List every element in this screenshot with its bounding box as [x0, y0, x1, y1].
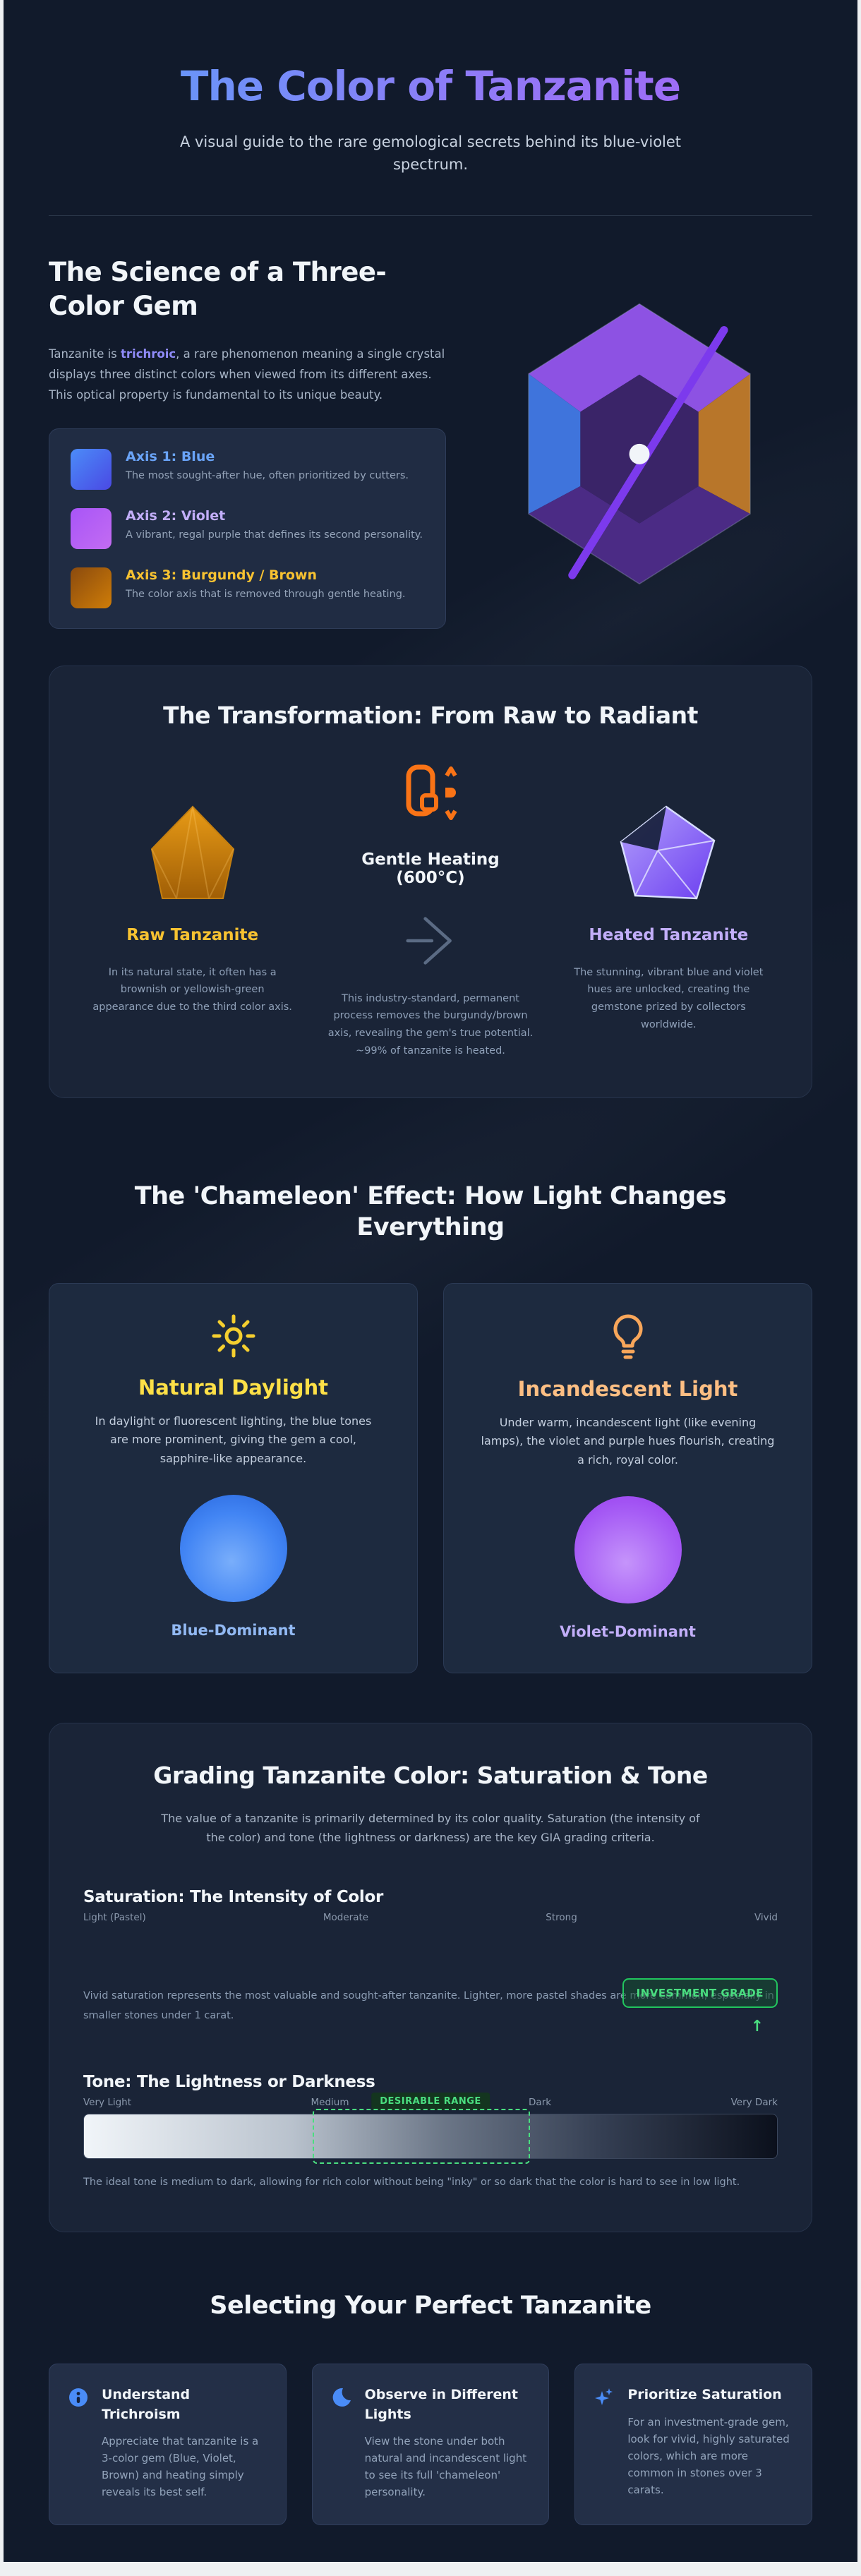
- blue-gem-sphere: [179, 1495, 287, 1603]
- dominance-label: Violet-Dominant: [560, 1623, 696, 1641]
- axis-desc: The most sought-after hue, often priorit…: [126, 469, 409, 481]
- grading-intro: The value of a tanzanite is primarily de…: [161, 1812, 700, 1845]
- infographic-page: The Color of Tanzanite A visual guide to…: [4, 0, 857, 2563]
- tip-card-saturation: Prioritize Saturation For an investment-…: [574, 2364, 812, 2526]
- trichroic-crystal-diagram: [528, 303, 752, 585]
- raw-crystal-icon: [150, 805, 234, 899]
- saturation-ticks: Light (Pastel) Moderate Strong Vivid: [83, 1912, 778, 1923]
- selecting-heading: Selecting Your Perfect Tanzanite: [210, 2292, 651, 2321]
- violet-swatch-icon: [71, 507, 112, 549]
- intro-suffix: , a rare phenomenon meaning a single cry…: [49, 347, 445, 402]
- dominance-label: Blue-Dominant: [171, 1622, 296, 1639]
- science-heading: The Science of a Three-Color Gem: [49, 257, 387, 322]
- right-arrow-icon: [406, 917, 452, 965]
- info-icon: [68, 2385, 90, 2411]
- saturation-caption: Vivid saturation represents the most val…: [83, 1990, 774, 2021]
- axis-row-burgundy: Axis 3: Burgundy / Brown The color axis …: [71, 567, 424, 608]
- tick-label: Vivid: [754, 1912, 778, 1924]
- tick-label: Very Dark: [730, 2096, 778, 2108]
- tone-gradient-bar: [83, 2108, 778, 2164]
- heated-title: Heated Tanzanite: [589, 925, 749, 944]
- chameleon-heading: The 'Chameleon' Effect: How Light Change…: [134, 1182, 727, 1242]
- tip-card-trichroism: Understand Trichroism Appreciate that ta…: [49, 2364, 287, 2526]
- axis-desc: The color axis that is removed through g…: [126, 588, 406, 600]
- tip-card-lights: Observe in Different Lights View the sto…: [311, 2364, 550, 2526]
- science-intro: Tanzanite is trichroic, a rare phenomeno…: [49, 344, 446, 406]
- up-arrow-icon: ↑: [750, 2018, 764, 2036]
- saturation-gradient-bar: [83, 1929, 778, 1973]
- selecting-section: Understand Trichroism Appreciate that ta…: [49, 2364, 812, 2526]
- science-section: The Science of a Three-Color Gem Tanzani…: [49, 255, 812, 629]
- tip-title: Understand Trichroism: [102, 2387, 191, 2422]
- blue-swatch-icon: [71, 448, 112, 490]
- transformation-heading: The Transformation: From Raw to Radiant: [163, 701, 698, 729]
- axis-row-violet: Axis 2: Violet A vibrant, regal purple t…: [71, 507, 424, 549]
- saturation-block: Saturation: The Intensity of Color Light…: [83, 1888, 778, 2035]
- tick-label: Dark: [529, 2096, 552, 2108]
- process-desc: This industry-standard, permanent proces…: [327, 992, 534, 1057]
- axis-label: Axis 1: Blue: [126, 448, 215, 464]
- page-subtitle: A visual guide to the rare gemological s…: [179, 133, 682, 173]
- daylight-desc: In daylight or fluorescent lighting, the…: [95, 1414, 372, 1465]
- lightbulb-icon: [613, 1314, 643, 1359]
- tone-ticks: Very Light Medium Dark Very Dark DESIRAB…: [83, 2092, 778, 2110]
- chameleon-section: Natural Daylight In daylight or fluoresc…: [49, 1282, 812, 1674]
- tip-title: Prioritize Saturation: [627, 2387, 782, 2403]
- moon-icon: [331, 2385, 354, 2411]
- axis-label: Axis 2: Violet: [126, 507, 226, 524]
- incandescent-desc: Under warm, incandescent light (like eve…: [481, 1415, 775, 1467]
- raw-title: Raw Tanzanite: [126, 925, 259, 944]
- saturation-heading: Saturation: The Intensity of Color: [83, 1888, 384, 1907]
- tick-label: Strong: [546, 1912, 577, 1924]
- intro-prefix: Tanzanite is: [49, 347, 121, 361]
- tone-block: Tone: The Lightness or Darkness Very Lig…: [83, 2073, 778, 2193]
- axis-row-blue: Axis 1: Blue The most sought-after hue, …: [71, 448, 424, 490]
- axis-desc: A vibrant, regal purple that defines its…: [126, 529, 423, 541]
- raw-desc: In its natural state, it often has a bro…: [92, 966, 292, 1013]
- tip-desc: View the stone under both natural and in…: [364, 2435, 527, 2499]
- tick-label: Moderate: [323, 1912, 369, 1924]
- grading-heading: Grading Tanzanite Color: Saturation & To…: [153, 1762, 708, 1790]
- violet-gem-sphere: [574, 1496, 682, 1604]
- tip-desc: For an investment-grade gem, look for vi…: [627, 2415, 790, 2496]
- tick-label: Medium: [311, 2096, 349, 2108]
- tip-title: Observe in Different Lights: [364, 2387, 518, 2422]
- process-column: Gentle Heating (600°C) This industry-sta…: [327, 764, 534, 1060]
- incandescent-card: Incandescent Light Under warm, incandesc…: [443, 1282, 812, 1674]
- header-divider: [49, 215, 812, 216]
- desirable-range-outline: [313, 2108, 531, 2164]
- incandescent-title: Incandescent Light: [517, 1376, 738, 1401]
- tip-desc: Appreciate that tanzanite is a 3-color g…: [102, 2435, 259, 2499]
- heating-icon: [406, 764, 457, 820]
- investment-grade-badge: INVESTMENT GRADE: [622, 1978, 778, 2009]
- intro-highlight-trichroic: trichroic: [121, 347, 176, 361]
- axis-label: Axis 3: Burgundy / Brown: [126, 567, 318, 583]
- grading-section: Grading Tanzanite Color: Saturation & To…: [49, 1723, 812, 2233]
- hero-header: The Color of Tanzanite A visual guide to…: [49, 0, 812, 216]
- daylight-card: Natural Daylight In daylight or fluoresc…: [49, 1282, 418, 1674]
- tick-label: Light (Pastel): [83, 1912, 146, 1924]
- desirable-range-badge: DESIRABLE RANGE: [371, 2092, 490, 2110]
- axis-center-dot: [629, 443, 650, 464]
- heated-crystal-icon: [620, 805, 716, 900]
- tone-caption: The ideal tone is medium to dark, allowi…: [83, 2176, 740, 2188]
- process-title: Gentle Heating (600°C): [361, 850, 500, 887]
- crystal-diagram-panel: [467, 255, 812, 598]
- page-title: The Color of Tanzanite: [49, 62, 812, 110]
- heated-column: Heated Tanzanite The stunning, vibrant b…: [565, 764, 772, 1060]
- raw-column: Raw Tanzanite In its natural state, it o…: [89, 764, 296, 1060]
- axes-card: Axis 1: Blue The most sought-after hue, …: [49, 428, 446, 629]
- tick-label: Very Light: [83, 2096, 132, 2108]
- heated-desc: The stunning, vibrant blue and violet hu…: [574, 966, 764, 1030]
- tone-heading: Tone: The Lightness or Darkness: [83, 2072, 375, 2091]
- burgundy-swatch-icon: [71, 567, 112, 608]
- transformation-section: The Transformation: From Raw to Radiant …: [49, 665, 812, 1099]
- sparkles-icon: [594, 2385, 616, 2411]
- sun-icon: [212, 1314, 255, 1358]
- daylight-title: Natural Daylight: [138, 1375, 329, 1400]
